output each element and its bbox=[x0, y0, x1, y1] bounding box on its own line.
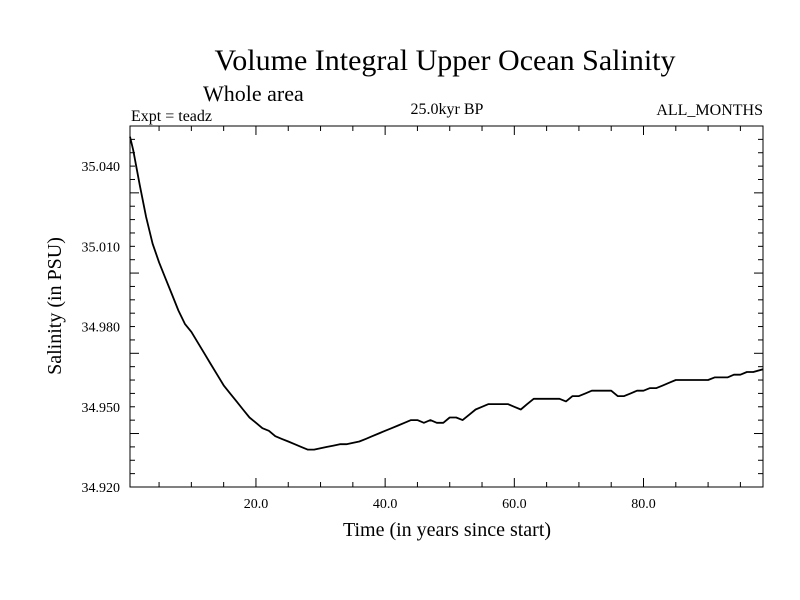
y-tick-label: 34.920 bbox=[82, 481, 121, 496]
period-label: 25.0kyr BP bbox=[411, 101, 484, 118]
x-axis-tick-labels: 20.0 40.0 60.0 80.0 bbox=[244, 497, 656, 512]
y-tick-label: 35.040 bbox=[82, 160, 121, 175]
months-label: ALL_MONTHS bbox=[656, 102, 763, 119]
series-line-salinity bbox=[129, 136, 764, 451]
x-axis-ticks bbox=[158, 126, 741, 487]
x-tick-label: 60.0 bbox=[502, 497, 527, 512]
x-tick-label: 40.0 bbox=[373, 497, 398, 512]
x-tick-label: 80.0 bbox=[631, 497, 656, 512]
x-axis-label: Time (in years since start) bbox=[343, 519, 551, 541]
chart-subtitle: Whole area bbox=[203, 81, 304, 106]
y-tick-label: 34.980 bbox=[82, 321, 121, 336]
y-axis-ticks bbox=[130, 138, 763, 475]
plot-frame bbox=[129, 125, 764, 488]
y-axis-tick-labels: 34.920 34.950 34.980 35.010 35.040 bbox=[82, 160, 121, 496]
y-tick-label: 34.950 bbox=[82, 401, 121, 416]
y-tick-label: 35.010 bbox=[82, 240, 121, 255]
y-axis-label: Salinity (in PSU) bbox=[44, 237, 66, 375]
expt-label: Expt = teadz bbox=[131, 108, 212, 125]
x-tick-label: 20.0 bbox=[244, 497, 269, 512]
chart-title: Volume Integral Upper Ocean Salinity bbox=[215, 44, 676, 77]
